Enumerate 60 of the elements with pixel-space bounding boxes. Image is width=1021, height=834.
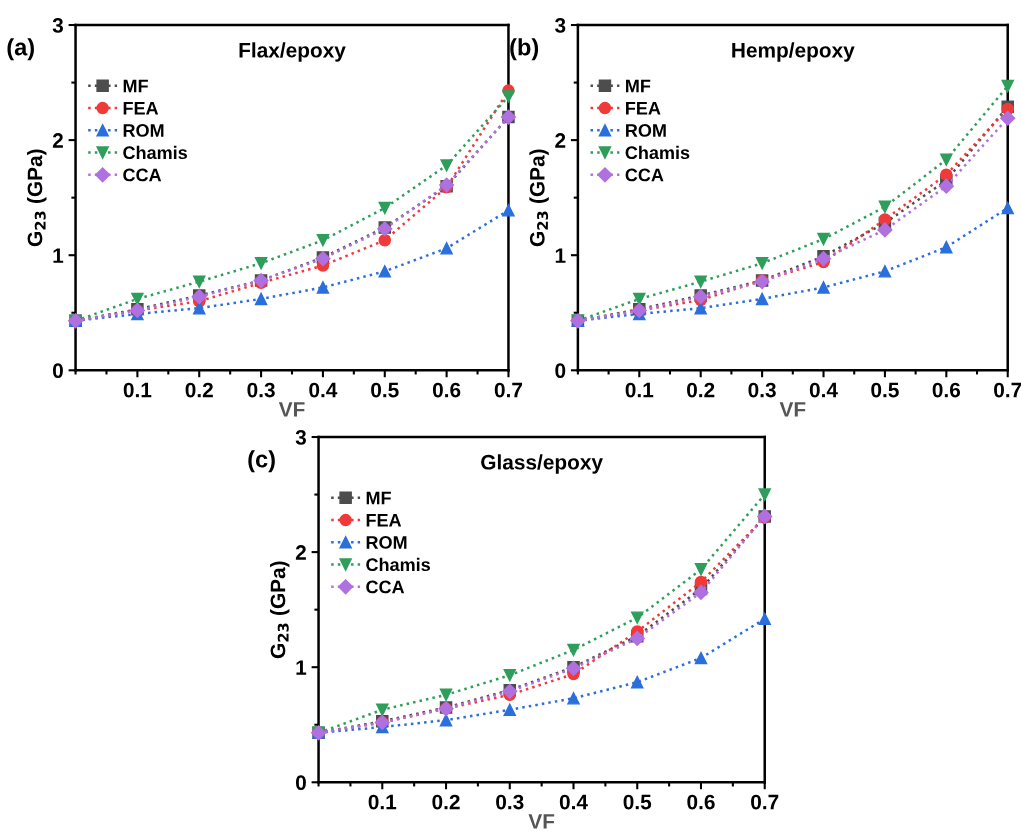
- x-axis-title: VF: [528, 814, 555, 829]
- x-tick-label: 0.3: [496, 794, 524, 810]
- legend-label: ROM: [366, 536, 407, 549]
- x-tick-label: 0.2: [185, 382, 213, 398]
- y-tick-label: 3: [52, 18, 63, 33]
- x-tick-label: 0.2: [432, 794, 460, 810]
- x-tick-label: 0.6: [432, 382, 461, 398]
- x-tick-label: 0.4: [309, 382, 338, 398]
- x-tick-label: 0.5: [871, 382, 899, 398]
- x-tick-label: 0.7: [494, 382, 523, 398]
- x-tick-label: 0.1: [123, 382, 152, 398]
- text: Hemp/epoxy: [732, 42, 855, 62]
- x-tick-label: 0.3: [247, 382, 275, 398]
- y-tick-label: 2: [52, 133, 63, 148]
- x-axis-title: VF: [779, 402, 806, 417]
- legend-label: MF: [123, 79, 148, 93]
- y-tick-label: 1: [296, 660, 307, 675]
- x-tick-label: 0.7: [994, 382, 1021, 398]
- legend-label: CCA: [123, 168, 162, 182]
- y-tick-label: 0: [295, 775, 306, 791]
- y-tick-label: 2: [295, 545, 306, 560]
- y-tick-label: 0: [555, 363, 566, 379]
- text: Flax/epoxy: [239, 42, 346, 62]
- y-axis-title: G$_{23}$ (GPa): [270, 561, 290, 659]
- x-tick-label: 0.2: [687, 382, 715, 398]
- text: (c): [248, 450, 275, 473]
- y-axis-title: G$_{23}$ (GPa): [27, 149, 47, 247]
- legend-label: CCA: [625, 168, 664, 182]
- x-tick-label: 0.6: [687, 794, 715, 810]
- legend-label: FEA: [626, 102, 661, 115]
- y-tick-label: 3: [295, 430, 306, 445]
- legend-label: CCA: [366, 580, 405, 594]
- y-tick-label: 1: [555, 248, 566, 263]
- legend-label: ROM: [123, 124, 164, 137]
- legend-label: Chamis: [123, 145, 187, 160]
- text: Glass/epoxy: [481, 454, 603, 474]
- y-axis-title: G$_{23}$ (GPa): [529, 149, 549, 247]
- x-tick-label: 0.4: [809, 382, 838, 398]
- legend-label: Chamis: [625, 145, 690, 160]
- text: (a): [7, 38, 34, 61]
- y-tick-label: 3: [554, 18, 566, 33]
- x-tick-label: 0.1: [625, 382, 654, 398]
- legend-label: ROM: [626, 124, 666, 137]
- legend-label: FEA: [123, 102, 159, 115]
- y-tick-label: 1: [53, 248, 64, 263]
- y-tick-label: 0: [52, 363, 63, 379]
- y-tick-label: 2: [555, 133, 566, 148]
- x-tick-label: 0.7: [751, 794, 779, 810]
- text: (b): [510, 38, 539, 61]
- x-tick-label: 0.4: [559, 794, 588, 810]
- x-tick-label: 0.3: [748, 382, 776, 398]
- legend-label: MF: [626, 79, 651, 93]
- x-tick-label: 0.1: [368, 794, 397, 810]
- legend-label: FEA: [366, 514, 402, 527]
- x-tick-label: 0.6: [932, 382, 961, 398]
- x-tick-label: 0.5: [371, 382, 399, 398]
- legend-label: Chamis: [366, 557, 430, 572]
- legend-label: MF: [366, 491, 391, 505]
- x-tick-label: 0.5: [623, 794, 652, 810]
- x-axis-title: VF: [278, 402, 305, 417]
